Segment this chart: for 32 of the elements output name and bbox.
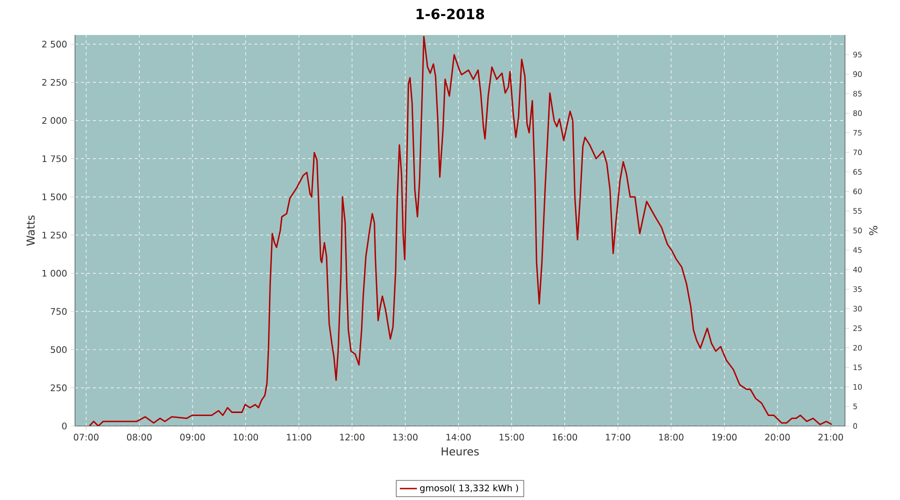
- legend-label: gmosol( 13,332 kWh ): [420, 484, 518, 494]
- x-tick-label: 14:00: [446, 434, 471, 441]
- chart-title: 1-6-2018: [416, 8, 484, 20]
- y-tick-label: 1 000: [42, 270, 67, 277]
- x-tick-label: 19:00: [712, 434, 737, 441]
- x-tick-label: 10:00: [234, 434, 258, 441]
- x-tick-label: 15:00: [500, 434, 524, 441]
- y2-axis-title: %: [869, 226, 878, 236]
- line-series: [88, 36, 832, 426]
- y-tick-label: 2 000: [42, 117, 67, 124]
- x-tick-label: 12:00: [340, 434, 364, 441]
- y-axis-title: Watts: [26, 215, 35, 246]
- x-tick-label: 11:00: [286, 434, 312, 441]
- y-tick-label: 2 500: [42, 40, 67, 48]
- y-tick-label: 2 250: [42, 78, 67, 86]
- x-tick-label: 21:00: [818, 434, 843, 441]
- x-tick-label: 20:00: [765, 434, 790, 441]
- y-tick-label: 1 500: [42, 194, 67, 200]
- x-tick-label: 08:00: [127, 434, 152, 441]
- y-tick-label: 500: [50, 346, 67, 354]
- x-tick-label: 16:00: [552, 434, 578, 441]
- x-tick-label: 13:00: [393, 434, 418, 441]
- y-tick-label: 1 750: [42, 155, 67, 162]
- x-tick-label: 17:00: [606, 434, 630, 441]
- y-tick-label: 1 250: [42, 232, 67, 238]
- x-axis-title: Heures: [442, 447, 479, 456]
- y-tick-label: 250: [50, 384, 67, 392]
- x-tick-label: 07:00: [74, 434, 98, 441]
- y-tick-label: 0: [62, 422, 67, 430]
- x-tick-label: 18:00: [659, 434, 684, 441]
- x-tick-label: 09:00: [180, 434, 205, 441]
- y-tick-label: 750: [50, 308, 67, 315]
